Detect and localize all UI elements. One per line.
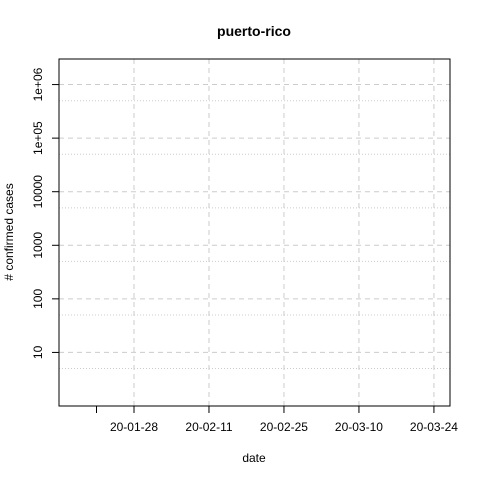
y-tick-label: 10 xyxy=(31,345,45,359)
x-axis-label: date xyxy=(242,451,266,465)
y-axis: 10 100 1000 10000 1e+05 1e+06 xyxy=(31,67,59,359)
y-tick-label: 1e+06 xyxy=(31,67,45,101)
y-tick-label: 100 xyxy=(31,289,45,309)
x-tick-label: 20-03-10 xyxy=(335,420,383,434)
chart-title: puerto-rico xyxy=(217,23,291,39)
y-tick-label: 1e+05 xyxy=(31,121,45,155)
x-axis: 20-01-28 20-02-11 20-02-25 20-03-10 20-03-24 xyxy=(95,406,458,434)
grid xyxy=(59,59,450,406)
y-tick-label: 1000 xyxy=(31,232,45,259)
x-tick-label: 20-01-28 xyxy=(110,420,158,434)
x-tick-label: 20-03-24 xyxy=(410,420,458,434)
y-axis-label: # confirmed cases xyxy=(2,183,16,280)
x-tick-label: 20-02-11 xyxy=(185,420,232,434)
plot-frame xyxy=(58,58,451,407)
x-tick-label: 20-02-25 xyxy=(260,420,308,434)
y-tick-label: 10000 xyxy=(31,175,45,209)
